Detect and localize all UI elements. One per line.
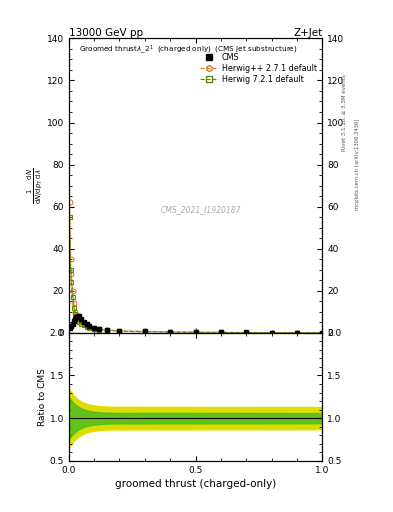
Y-axis label: Ratio to CMS: Ratio to CMS bbox=[38, 368, 47, 426]
Text: 13000 GeV pp: 13000 GeV pp bbox=[69, 28, 143, 37]
Text: CMS_2021_I1920187: CMS_2021_I1920187 bbox=[160, 205, 241, 214]
Y-axis label: $\frac{1}{\mathrm{d}N/\mathrm{d}p_T}\frac{\mathrm{d}N}{\mathrm{d}\lambda}$: $\frac{1}{\mathrm{d}N/\mathrm{d}p_T}\fra… bbox=[26, 167, 45, 204]
Text: mcplots.cern.ch [arXiv:1306.3436]: mcplots.cern.ch [arXiv:1306.3436] bbox=[355, 118, 360, 209]
Legend: CMS, Herwig++ 2.7.1 default, Herwig 7.2.1 default: CMS, Herwig++ 2.7.1 default, Herwig 7.2.… bbox=[198, 51, 318, 86]
X-axis label: groomed thrust (charged-only): groomed thrust (charged-only) bbox=[115, 479, 276, 489]
Text: Z+Jet: Z+Jet bbox=[293, 28, 322, 37]
Text: Groomed thrust$\lambda\_2^1$  (charged only)  (CMS jet substructure): Groomed thrust$\lambda\_2^1$ (charged on… bbox=[79, 43, 298, 56]
Text: Rivet 3.1.10, ≥ 3.3M events: Rivet 3.1.10, ≥ 3.3M events bbox=[342, 74, 346, 151]
